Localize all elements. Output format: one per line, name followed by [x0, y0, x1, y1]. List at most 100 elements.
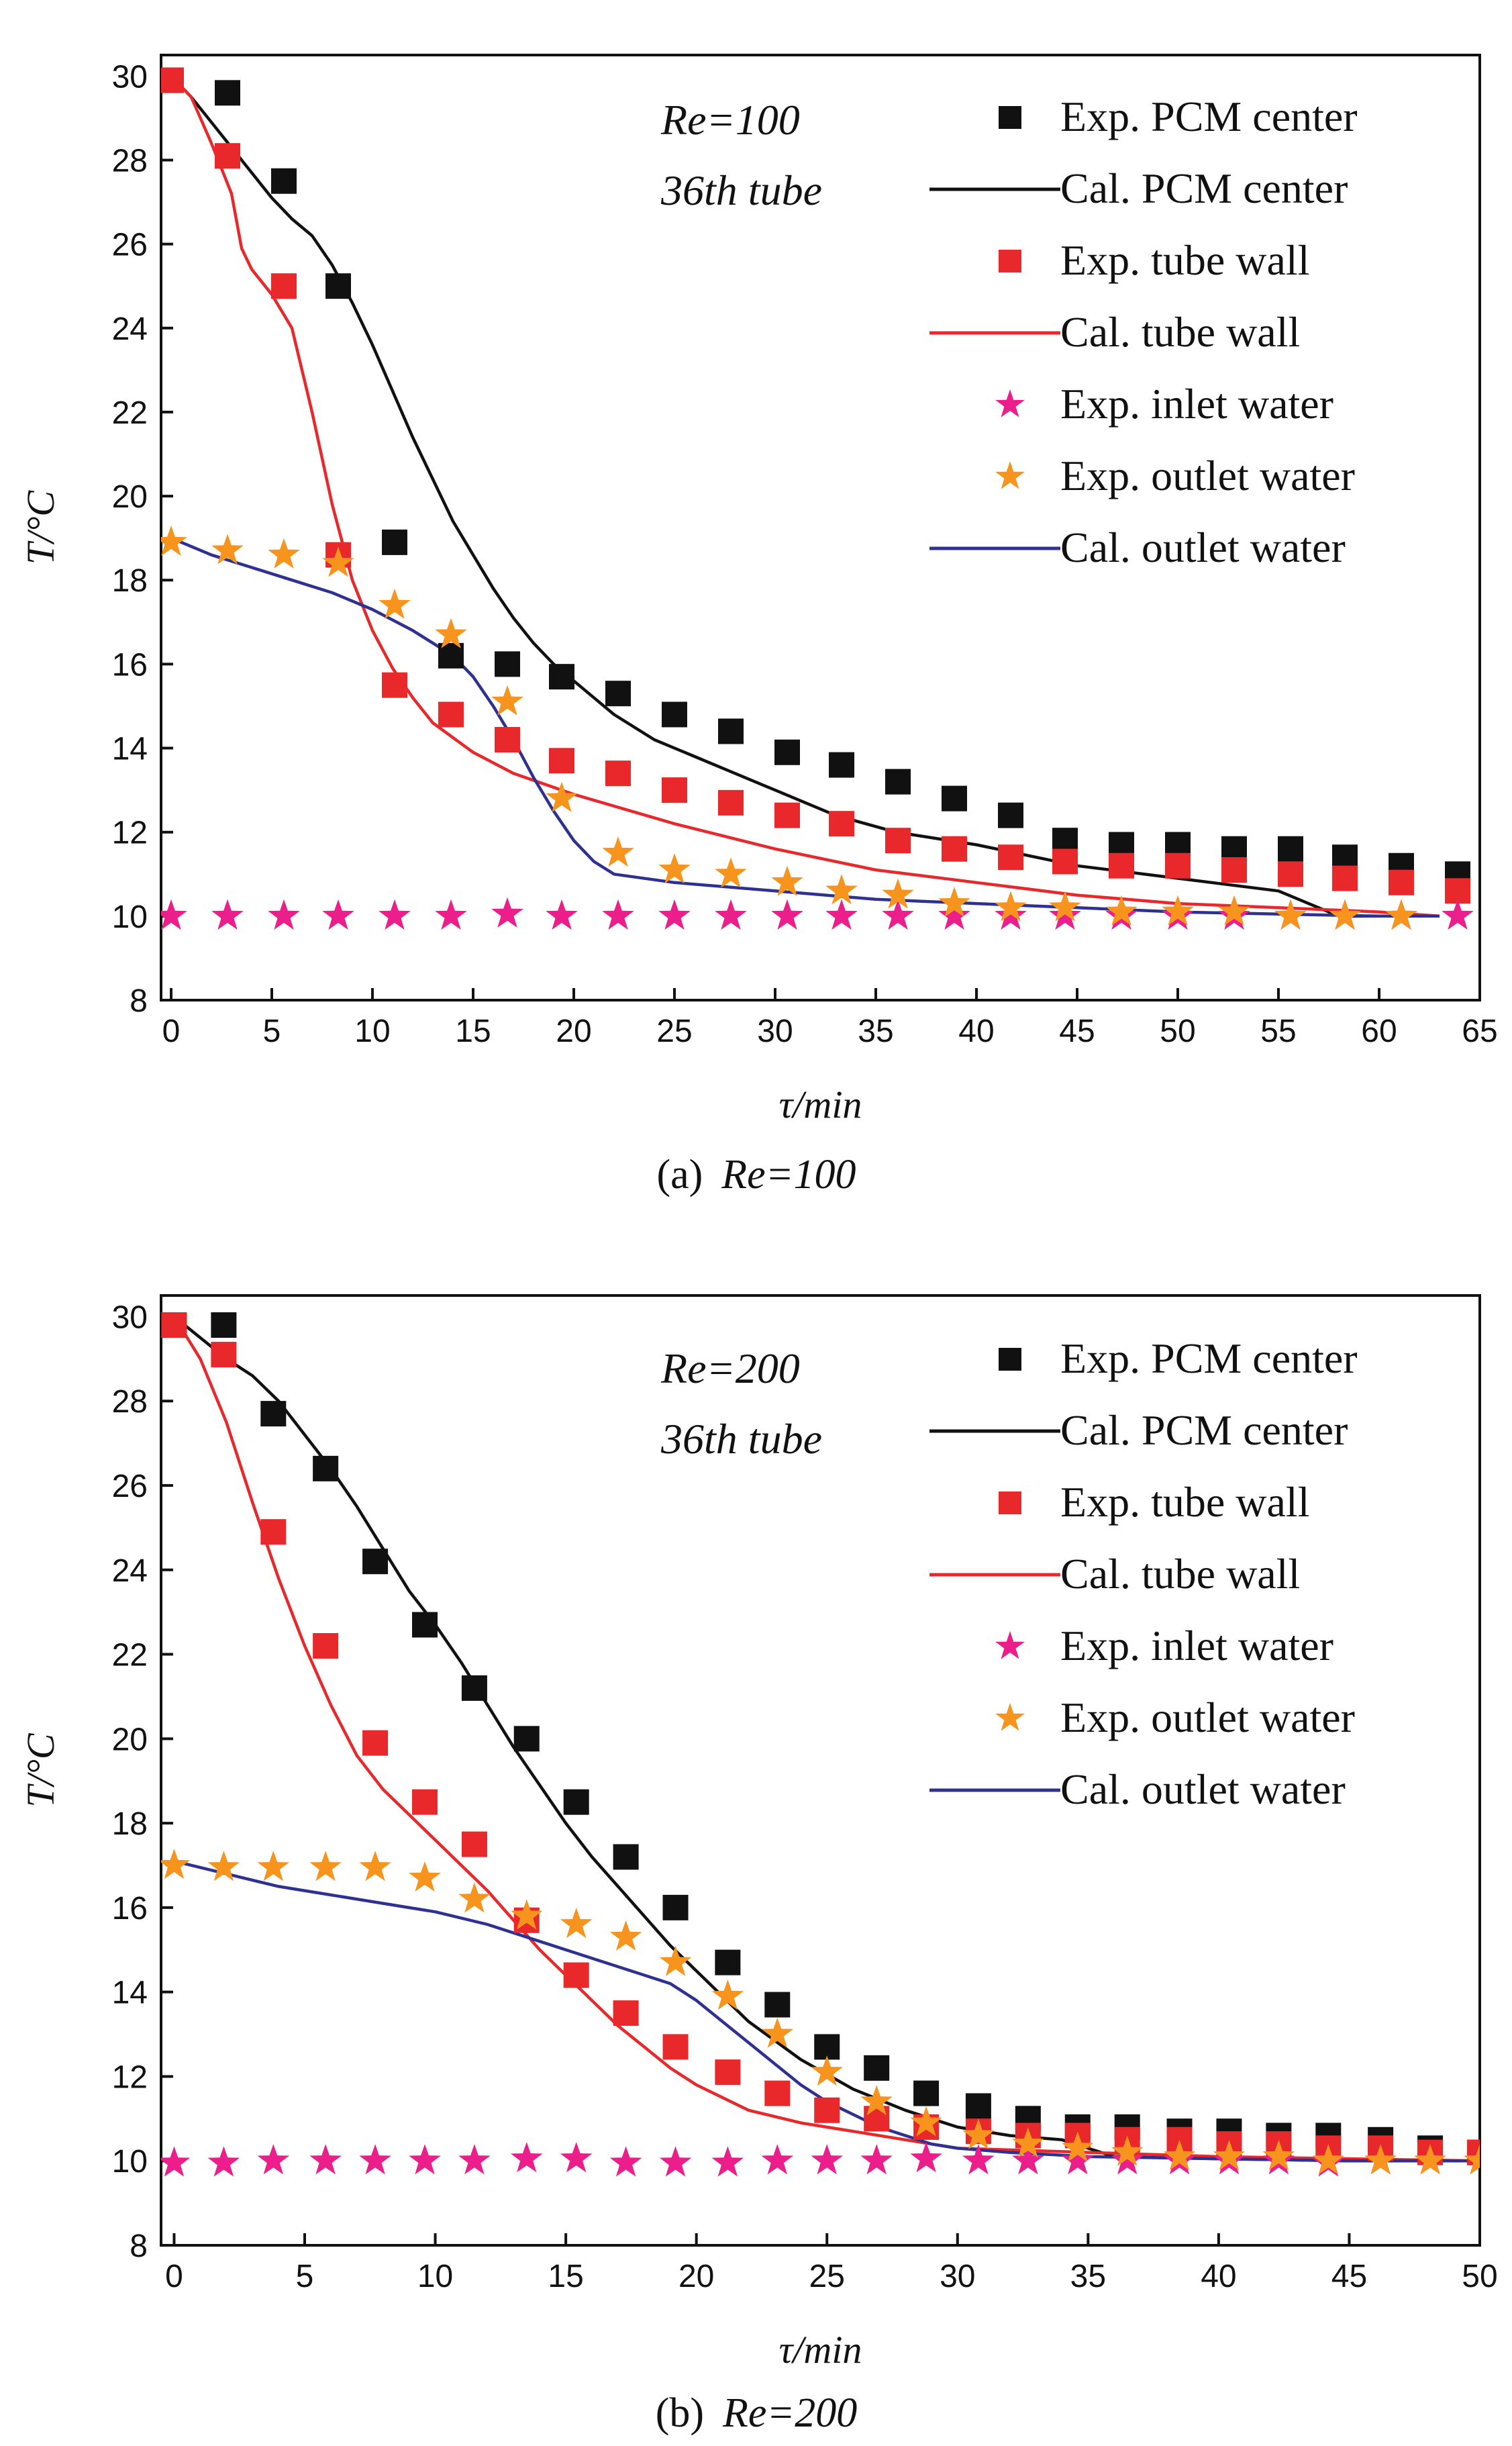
- y-tick-label: 30: [112, 1300, 148, 1335]
- data-point-exp-outlet-water: [882, 878, 914, 909]
- data-point-exp-pcm-center: [325, 273, 351, 299]
- data-point-exp-outlet-water: [379, 588, 411, 619]
- data-point-exp-inlet-water: [1049, 899, 1081, 930]
- data-point-exp-inlet-water: [860, 2144, 893, 2175]
- data-point-exp-pcm-center: [613, 1844, 639, 1870]
- x-tick-label: 20: [678, 2259, 714, 2294]
- data-point-exp-tube-wall: [313, 1632, 339, 1659]
- data-point-exp-outlet-water: [435, 618, 467, 648]
- data-point-exp-outlet-water: [207, 1851, 240, 1881]
- data-point-exp-outlet-water: [962, 2118, 995, 2149]
- legend-swatch-exp-tube-wall: [999, 1491, 1021, 1514]
- x-tick-label: 55: [1260, 1014, 1296, 1049]
- data-point-exp-inlet-water: [962, 2144, 995, 2175]
- data-point-exp-outlet-water: [257, 1851, 290, 1881]
- data-point-exp-pcm-center: [1278, 836, 1303, 862]
- x-tick-label: 35: [858, 1014, 893, 1049]
- data-point-exp-pcm-center: [605, 681, 631, 707]
- data-point-exp-outlet-water: [1312, 2144, 1345, 2175]
- data-point-exp-inlet-water: [309, 2144, 342, 2175]
- data-point-exp-outlet-water: [211, 534, 244, 565]
- legend-label: Exp. tube wall: [1060, 1478, 1309, 1526]
- x-tick-label: 40: [1201, 2259, 1236, 2294]
- data-point-exp-tube-wall: [1332, 865, 1358, 891]
- data-point-exp-pcm-center: [313, 1455, 339, 1481]
- data-point-exp-tube-wall: [942, 836, 967, 862]
- data-point-exp-inlet-water: [995, 899, 1027, 930]
- x-tick-label: 10: [417, 2259, 453, 2294]
- data-point-exp-outlet-water: [1218, 895, 1250, 926]
- data-point-exp-tube-wall: [563, 1962, 589, 1988]
- data-point-exp-tube-wall: [885, 828, 911, 854]
- data-point-exp-inlet-water: [825, 899, 858, 930]
- data-point-exp-outlet-water: [560, 1908, 593, 1939]
- caption-re: Re=100: [721, 1152, 856, 1197]
- x-tick-label: 5: [263, 1014, 281, 1049]
- x-tick-label: 65: [1462, 1014, 1497, 1049]
- data-point-exp-outlet-water: [659, 1945, 692, 1976]
- x-tick-label: 50: [1462, 2259, 1497, 2294]
- data-point-exp-outlet-water: [1274, 899, 1307, 930]
- legend-swatch-exp-tube-wall: [999, 250, 1021, 273]
- y-tick-label: 14: [112, 732, 148, 767]
- data-point-exp-inlet-water: [161, 899, 187, 930]
- data-point-exp-pcm-center: [942, 785, 967, 812]
- plot-frame: [160, 54, 1481, 1001]
- data-point-exp-outlet-water: [938, 887, 970, 918]
- data-point-exp-tube-wall: [1052, 848, 1078, 875]
- legend-label: Exp. tube wall: [1060, 236, 1309, 284]
- legend-swatch-exp-pcm-center: [999, 1348, 1021, 1371]
- legend-label: Cal. tube wall: [1060, 308, 1300, 356]
- data-point-exp-inlet-water: [458, 2144, 491, 2175]
- legend-label: Exp. PCM center: [1060, 1334, 1358, 1382]
- data-point-exp-inlet-water: [491, 897, 523, 928]
- annotation: Re=100: [660, 96, 800, 144]
- figure-caption: (a) Re=100: [656, 1152, 856, 1197]
- data-point-exp-inlet-water: [882, 899, 914, 930]
- data-point-exp-tube-wall: [662, 777, 687, 803]
- data-point-exp-inlet-water: [1012, 2144, 1044, 2175]
- data-point-exp-outlet-water: [825, 874, 858, 905]
- series-line-cal-outlet-water: [173, 1859, 1480, 2163]
- y-tick-label: 12: [112, 816, 148, 851]
- data-point-exp-pcm-center: [260, 1401, 287, 1427]
- data-point-exp-pcm-center: [774, 739, 800, 765]
- annotation: 36th tube: [660, 1415, 822, 1463]
- chart-panel-b: 0 5 10 15 20 25 30 35 40 45 50 8 10 12 14 16 18 20 22 24 26 2…: [19, 1294, 1498, 2436]
- chart-panel-a: 0 5 10 15 20 25 30 35 40 45 50 55 60 65 8 10 12 14 16 18 20 2…: [19, 54, 1498, 1197]
- data-point-exp-pcm-center: [814, 2034, 840, 2060]
- data-point-exp-inlet-water: [761, 2144, 794, 2175]
- data-point-exp-inlet-water: [1062, 2144, 1094, 2175]
- x-tick-label: 45: [1331, 2259, 1367, 2294]
- data-point-exp-tube-wall: [1221, 857, 1247, 883]
- data-point-exp-outlet-water: [1163, 2139, 1196, 2171]
- annotation: Re=200: [660, 1344, 800, 1392]
- data-point-exp-tube-wall: [864, 2106, 890, 2132]
- x-tick-label: 0: [162, 1014, 181, 1049]
- data-point-exp-outlet-water: [602, 836, 634, 867]
- y-tick-label: 26: [112, 1469, 148, 1504]
- legend-label: Cal. outlet water: [1060, 524, 1346, 571]
- data-point-exp-tube-wall: [549, 748, 574, 774]
- x-axis-label: τ/min: [779, 1083, 862, 1126]
- legend: Exp. PCM center Cal. PCM center Exp. tube …: [929, 93, 1358, 571]
- y-tick-label: 10: [112, 899, 148, 935]
- y-tick-label: 24: [112, 311, 148, 347]
- x-tick-label: 0: [165, 2259, 183, 2294]
- data-point-exp-pcm-center: [965, 2093, 991, 2119]
- series-line-cal-outlet-water: [170, 536, 1440, 918]
- data-point-exp-tube-wall: [715, 2059, 741, 2086]
- data-point-exp-pcm-center: [764, 1992, 791, 2018]
- data-point-exp-tube-wall: [1278, 861, 1303, 887]
- legend-swatch-exp-outlet-water: [995, 1703, 1025, 1731]
- data-point-exp-outlet-water: [491, 685, 523, 716]
- data-point-exp-inlet-water: [379, 899, 411, 930]
- data-point-exp-tube-wall: [161, 67, 184, 93]
- legend-swatch-exp-inlet-water: [995, 1631, 1025, 1659]
- y-tick-label: 18: [112, 1806, 148, 1842]
- data-point-exp-outlet-water: [1464, 2144, 1480, 2175]
- legend-label: Exp. outlet water: [1060, 1694, 1355, 1741]
- data-point-exp-inlet-water: [1111, 2144, 1144, 2175]
- data-point-exp-tube-wall: [161, 1312, 187, 1338]
- data-point-exp-inlet-water: [322, 899, 354, 930]
